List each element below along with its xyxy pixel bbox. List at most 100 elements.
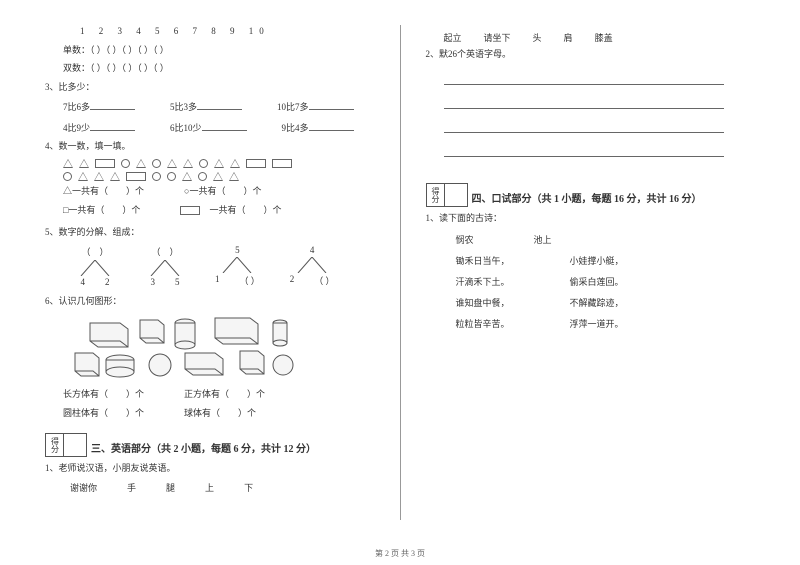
circle-icon [152, 172, 161, 181]
q3-1a: 7比6多 [63, 102, 90, 112]
page-footer: 第 2 页 共 3 页 [0, 548, 800, 559]
branch-icon [75, 260, 115, 276]
blank [309, 100, 354, 110]
poem-line-3: 谁知盘中餐， 不解藏踪迹， [426, 296, 756, 309]
poem2-title: 池上 [534, 233, 552, 246]
circle-icon [199, 159, 208, 168]
odd-label: 单数：（ ）（ ）（ ）（ ）（ ） [45, 44, 375, 58]
writing-line [444, 95, 724, 109]
rw1: 起立 [444, 31, 462, 44]
decomp-left: 2 [290, 274, 295, 287]
w2: 手 [127, 481, 136, 494]
word-row-left: 谢谢你 手 腿 上 下 [45, 481, 375, 494]
triangle-icon [167, 159, 177, 168]
rw2: 请坐下 [484, 31, 511, 44]
poem-line-2: 汗滴禾下土。 偷采白莲回。 [426, 275, 756, 288]
rect-icon [180, 206, 200, 215]
decomp-left: 1 [215, 274, 220, 287]
score-value [445, 184, 467, 206]
rw4: 肩 [564, 31, 573, 44]
q6-answers-2: 圆柱体有（ ）个 球体有（ ）个 [45, 407, 375, 421]
page-columns: 1 2 3 4 5 6 7 8 9 10 单数：（ ）（ ）（ ）（ ）（ ） … [45, 25, 755, 520]
branch-icon [292, 257, 332, 273]
circle-icon [167, 172, 176, 181]
q3-1c: 10比7多 [277, 102, 309, 112]
decomp-top: 5 [215, 245, 260, 255]
blank [309, 121, 354, 131]
decomposition-row: （ ） 42 （ ） 35 5 1（ ） 4 2（ ） [45, 245, 375, 287]
solids-icon [65, 315, 305, 380]
triangle-icon [78, 172, 88, 181]
q3-1-text: 1、老师说汉语，小朋友说英语。 [45, 462, 375, 476]
decomp-top: （ ） [75, 245, 115, 258]
decomp-right: （ ） [240, 274, 260, 287]
triangle-icon [136, 159, 146, 168]
w3: 腿 [166, 481, 175, 494]
decomp-right: 2 [105, 277, 110, 287]
score-box: 得分 [426, 183, 468, 207]
blank [197, 100, 242, 110]
decomp-3: 5 1 （ ） [215, 245, 260, 287]
triangle-icon [63, 159, 73, 168]
poem-line-1: 锄禾日当午， 小娃撑小艇， [426, 254, 756, 267]
q6-d: 球体有（ ）个 [184, 407, 256, 421]
rw3: 头 [533, 31, 542, 44]
p1-l2: 汗滴禾下土。 [456, 275, 510, 288]
poem-titles: 悯农 池上 [426, 233, 756, 246]
q4-answers-2: □一共有（ ）个 一共有（ ）个 [45, 204, 375, 218]
triangle-icon [94, 172, 104, 181]
branch-icon [145, 260, 185, 276]
score-value [64, 434, 86, 456]
score-box: 得分 [45, 433, 87, 457]
q5-title: 5、数字的分解、组成： [45, 226, 375, 240]
decomp-1: （ ） 4 2 [75, 245, 115, 287]
poem-line-4: 粒粒皆辛苦。 浮萍一道开。 [426, 317, 756, 330]
p2-l2: 偷采白莲回。 [570, 275, 624, 288]
q4-rect: 一共有（ ）个 [200, 205, 281, 215]
number-row: 1 2 3 4 5 6 7 8 9 10 [45, 25, 375, 39]
right-column: 起立 请坐下 头 肩 膝盖 2、默26个英语字母。 得分 四、口试部分（共 1 … [426, 25, 756, 520]
q3-row2: 4比9少 6比10少 9比4多 [45, 121, 375, 136]
rw5: 膝盖 [595, 31, 613, 44]
q6-b: 正方体有（ ）个 [184, 388, 265, 402]
q3-1b: 5比3多 [170, 102, 197, 112]
triangle-icon [79, 159, 89, 168]
triangle-icon [229, 172, 239, 181]
decomp-right: 5 [175, 277, 180, 287]
q3-2c: 9比4多 [282, 123, 309, 133]
w4: 上 [205, 481, 214, 494]
p2-l3: 不解藏踪迹， [570, 296, 624, 309]
section3-header: 得分 三、英语部分（共 2 小题，每题 6 分，共计 12 分） [45, 433, 375, 457]
blank [90, 100, 135, 110]
q4-title: 4、数一数，填一填。 [45, 140, 375, 154]
decomp-top: （ ） [145, 245, 185, 258]
q6-answers-1: 长方体有（ ）个 正方体有（ ）个 [45, 388, 375, 402]
w5: 下 [244, 481, 253, 494]
rect-icon [272, 159, 292, 168]
circle-icon [152, 159, 161, 168]
writing-line [444, 143, 724, 157]
circle-icon [121, 159, 130, 168]
q4-tri: △一共有（ ）个 [63, 185, 144, 199]
triangle-icon [183, 159, 193, 168]
q6-a: 长方体有（ ）个 [63, 388, 144, 402]
writing-line [444, 119, 724, 133]
score-label: 得分 [46, 434, 64, 456]
circle-icon [198, 172, 207, 181]
decomp-left: 4 [81, 277, 86, 287]
p1-l4: 粒粒皆辛苦。 [456, 317, 510, 330]
right-q1: 1、读下面的古诗： [426, 212, 756, 226]
left-column: 1 2 3 4 5 6 7 8 9 10 单数：（ ）（ ）（ ）（ ）（ ） … [45, 25, 375, 520]
q4-answers-1: △一共有（ ）个 ○一共有（ ）个 [45, 185, 375, 199]
column-divider [400, 25, 401, 520]
q3-2a: 4比9少 [63, 123, 90, 133]
triangle-icon [182, 172, 192, 181]
p1-l3: 谁知盘中餐， [456, 296, 510, 309]
rect-icon [246, 159, 266, 168]
w1: 谢谢你 [70, 481, 97, 494]
shape-row-2 [45, 172, 375, 181]
shape-row-1 [45, 159, 375, 168]
poem1-title: 悯农 [456, 233, 474, 246]
q3-title: 3、比多少： [45, 81, 375, 95]
decomp-4: 4 2（ ） [290, 245, 335, 287]
